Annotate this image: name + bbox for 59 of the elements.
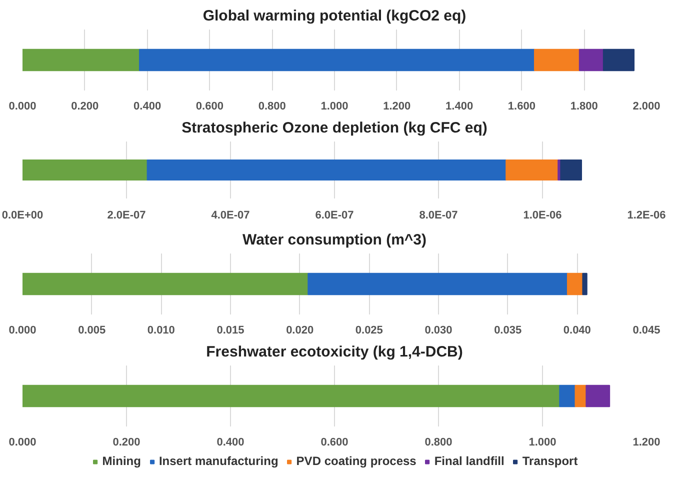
x-tick-label: 0.0E+00 [2, 210, 44, 222]
x-tick-label: 0.600 [196, 100, 224, 112]
bar [586, 384, 610, 408]
x-tick-label: 1.000 [320, 100, 348, 112]
x-tick-label: 8.0E-07 [419, 210, 458, 222]
x-tick-label: 1.200 [383, 100, 411, 112]
x-tick-label: 4.0E-07 [211, 210, 250, 222]
bar [22, 160, 148, 180]
x-tick-label: 1.2E-06 [627, 210, 666, 222]
x-tick-label: 0.200 [112, 436, 140, 448]
bar [578, 48, 604, 72]
x-tick-label: 0.030 [424, 324, 452, 336]
x-tick-label: 0.400 [216, 436, 244, 448]
bar [22, 48, 140, 72]
bar [506, 160, 559, 180]
legend-label: Final landfill [434, 454, 504, 468]
bar [146, 160, 507, 180]
x-tick-label: 0.000 [8, 436, 36, 448]
x-tick-label: 1.200 [632, 436, 660, 448]
x-tick-label: 0.600 [320, 436, 348, 448]
x-tick-label: 1.000 [528, 436, 556, 448]
bar [559, 384, 576, 408]
x-tick-label: 0.015 [216, 324, 244, 336]
bar [534, 48, 580, 72]
x-tick-label: 0.020 [286, 324, 314, 336]
x-tick-label: 0.035 [494, 324, 522, 336]
legend-label: Transport [522, 454, 578, 468]
x-tick-label: 1.400 [446, 100, 474, 112]
x-tick-label: 1.800 [570, 100, 598, 112]
x-tick-label: 1.600 [508, 100, 536, 112]
chart-title: Stratospheric Ozone depletion (kg CFC eq) [182, 120, 488, 136]
x-tick-label: 0.040 [563, 324, 591, 336]
x-tick-label: 0.025 [355, 324, 383, 336]
bar [602, 48, 635, 72]
bar [139, 48, 535, 72]
x-tick-label: 0.800 [424, 436, 452, 448]
x-tick-label: 0.045 [632, 324, 660, 336]
bar [582, 272, 588, 296]
bar [22, 272, 309, 296]
x-tick-label: 0.000 [8, 324, 36, 336]
chart-title: Freshwater ecotoxicity (kg 1,4-DCB) [206, 344, 463, 360]
bar [308, 272, 568, 296]
x-tick-label: 0.400 [134, 100, 162, 112]
x-tick-label: 0.800 [258, 100, 286, 112]
chart-title: Global warming potential (kgCO2 eq) [202, 8, 466, 24]
x-tick-label: 0.010 [147, 324, 175, 336]
bar [566, 272, 584, 296]
legend-label: PVD coating process [296, 454, 416, 468]
chart-title: Water consumption (m^3) [242, 232, 427, 248]
x-tick-label: 6.0E-07 [315, 210, 354, 222]
bar [560, 160, 582, 180]
x-tick-label: 2.000 [632, 100, 660, 112]
x-tick-label: 2.0E-07 [107, 210, 146, 222]
legend-label: Insert manufacturing [158, 454, 278, 468]
x-tick-label: 0.000 [8, 100, 36, 112]
x-tick-label: 1.0E-06 [523, 210, 562, 222]
legend-label: Mining [102, 454, 141, 468]
x-tick-label: 0.200 [71, 100, 99, 112]
x-tick-label: 0.005 [78, 324, 106, 336]
